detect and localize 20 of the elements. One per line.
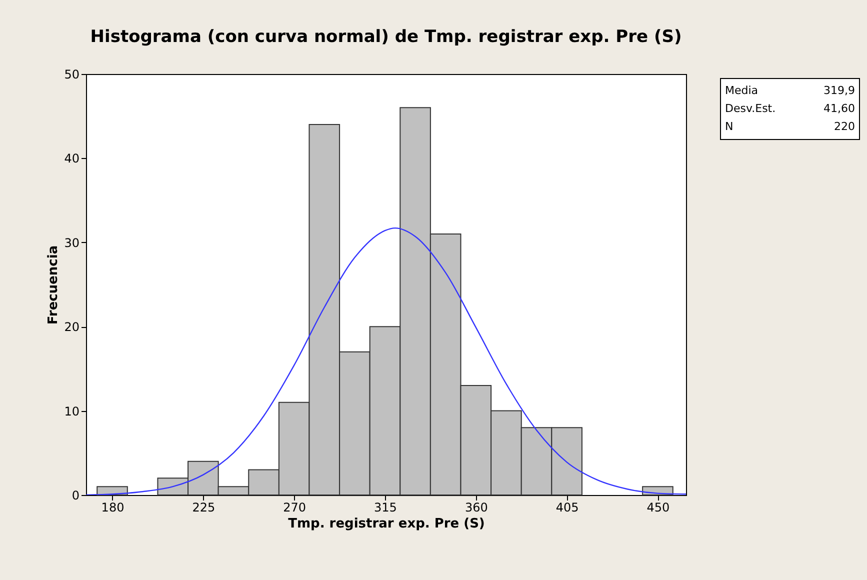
text: N 220 (725, 120, 855, 133)
x-tick-label: 180 (101, 500, 124, 514)
x-tick-label: 360 (464, 500, 488, 514)
line-series (86, 227, 686, 495)
y-tick-label: 0 (72, 488, 80, 502)
x-tick-label: 270 (283, 500, 306, 514)
chart-title: Histograma (con curva normal) de Tmp. registrar exp. Pre (S) (90, 27, 682, 47)
text: Media 319,9 (725, 84, 855, 97)
text: Desv.Est. 41,60 (725, 102, 855, 115)
y-axis-title: Frecuencia (46, 245, 62, 325)
y-tick-label: 40 (64, 152, 80, 166)
x-tick-label: 450 (646, 500, 670, 514)
x-tick-label: 225 (192, 500, 216, 514)
y-tick-label: 50 (64, 68, 80, 82)
x-tick-label: 315 (374, 500, 397, 514)
y-tick-label: 30 (64, 236, 80, 250)
x-tick-label: 405 (556, 500, 579, 514)
y-tick-label: 10 (64, 404, 80, 418)
y-tick-label: 20 (64, 320, 80, 334)
x-axis-title: Tmp. registrar exp. Pre (S) (288, 516, 485, 532)
